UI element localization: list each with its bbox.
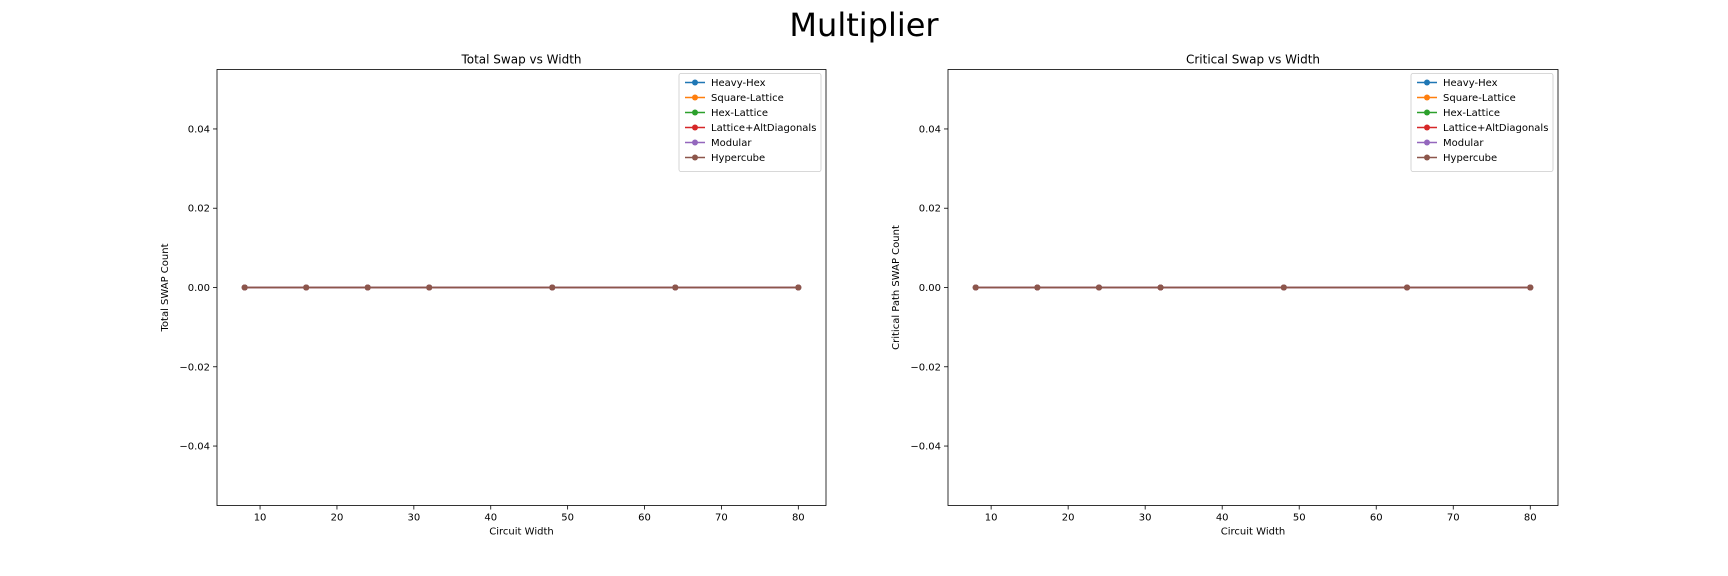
legend-label: Modular <box>1443 138 1484 149</box>
legend-label: Lattice+AltDiagonals <box>711 123 816 134</box>
legend-label: Modular <box>711 138 752 149</box>
plot-frame <box>216 69 827 506</box>
x-tick-label: 70 <box>715 513 728 524</box>
data-point <box>1527 284 1534 291</box>
data-point <box>795 284 802 291</box>
x-tick-label: 80 <box>792 513 805 524</box>
legend-marker <box>692 154 698 161</box>
legend-marker <box>692 124 698 131</box>
y-tick-label: 0.04 <box>188 124 210 135</box>
y-tick-label: 0.02 <box>919 204 941 215</box>
x-tick-label: 80 <box>1524 513 1537 524</box>
data-point <box>1404 284 1411 291</box>
y-tick-label: 0.04 <box>919 124 941 135</box>
legend-label: Hypercube <box>711 153 765 164</box>
data-point <box>1095 284 1102 291</box>
y-tick-label: 0.00 <box>919 283 941 294</box>
legend-box <box>678 73 822 172</box>
y-tick-label: −0.02 <box>179 362 210 373</box>
x-tick-label: 10 <box>985 513 998 524</box>
chart-title: Total Swap vs Width <box>460 53 581 67</box>
total-swap-chart: Total Swap vs Width 10 20 30 40 50 60 70 80 −0.04… <box>160 53 827 538</box>
data-point <box>364 284 371 291</box>
data-point <box>672 284 679 291</box>
data-point <box>426 284 433 291</box>
x-tick-label: 70 <box>1447 513 1460 524</box>
legend-label: Hex-Lattice <box>711 108 768 119</box>
legend-marker <box>692 79 698 86</box>
x-axis-label: Circuit Width <box>1221 527 1285 538</box>
x-tick-label: 60 <box>638 513 651 524</box>
legend-marker <box>1424 139 1430 146</box>
legend-marker <box>692 109 698 116</box>
chart-title: Critical Swap vs Width <box>1186 53 1320 67</box>
legend-label: Lattice+AltDiagonals <box>1443 123 1548 134</box>
y-tick-label: −0.04 <box>910 442 941 453</box>
data-point <box>549 284 556 291</box>
x-tick-label: 40 <box>484 513 497 524</box>
data-point <box>1034 284 1041 291</box>
legend-marker <box>1424 109 1430 116</box>
legend-label: Hex-Lattice <box>1443 108 1500 119</box>
legend-label: Hypercube <box>1443 153 1497 164</box>
x-tick-label: 10 <box>254 513 267 524</box>
legend-marker <box>692 139 698 146</box>
legend-marker <box>1424 94 1430 101</box>
legend-marker <box>1424 154 1430 161</box>
legend-marker <box>692 94 698 101</box>
x-tick-label: 50 <box>561 513 574 524</box>
x-tick-label: 50 <box>1293 513 1306 524</box>
x-tick-label: 20 <box>1062 513 1075 524</box>
legend-marker <box>1424 79 1430 86</box>
legend-label: Square-Lattice <box>711 93 784 104</box>
data-point <box>241 284 248 291</box>
legend-box <box>1410 73 1554 172</box>
figure-title: Multiplier <box>789 6 939 44</box>
x-axis-label: Circuit Width <box>489 527 553 538</box>
legend: Heavy-Hex Square-Lattice Hex-Lattice Lattic… <box>1410 73 1554 172</box>
data-point <box>972 284 979 291</box>
y-axis-label: Critical Path SWAP Count <box>891 225 902 350</box>
data-point <box>1157 284 1164 291</box>
y-tick-label: 0.00 <box>188 283 210 294</box>
y-tick-label: −0.02 <box>910 362 941 373</box>
y-tick-label: −0.04 <box>179 442 210 453</box>
x-tick-label: 30 <box>1139 513 1152 524</box>
legend-label: Square-Lattice <box>1443 93 1516 104</box>
x-tick-label: 60 <box>1370 513 1383 524</box>
critical-swap-chart: Critical Swap vs Width 10 20 30 40 50 60 70 80 −0… <box>891 53 1559 538</box>
x-tick-label: 40 <box>1216 513 1229 524</box>
data-point <box>1280 284 1287 291</box>
x-tick-label: 30 <box>407 513 420 524</box>
y-tick-label: 0.02 <box>188 204 210 215</box>
legend-label: Heavy-Hex <box>1443 78 1498 89</box>
legend-label: Heavy-Hex <box>711 78 766 89</box>
plot-frame <box>947 69 1559 506</box>
legend: Heavy-Hex Square-Lattice Hex-Lattice Lattic… <box>678 73 822 172</box>
y-axis-label: Total SWAP Count <box>160 243 171 332</box>
data-point <box>303 284 310 291</box>
legend-marker <box>1424 124 1430 131</box>
x-tick-label: 20 <box>331 513 344 524</box>
